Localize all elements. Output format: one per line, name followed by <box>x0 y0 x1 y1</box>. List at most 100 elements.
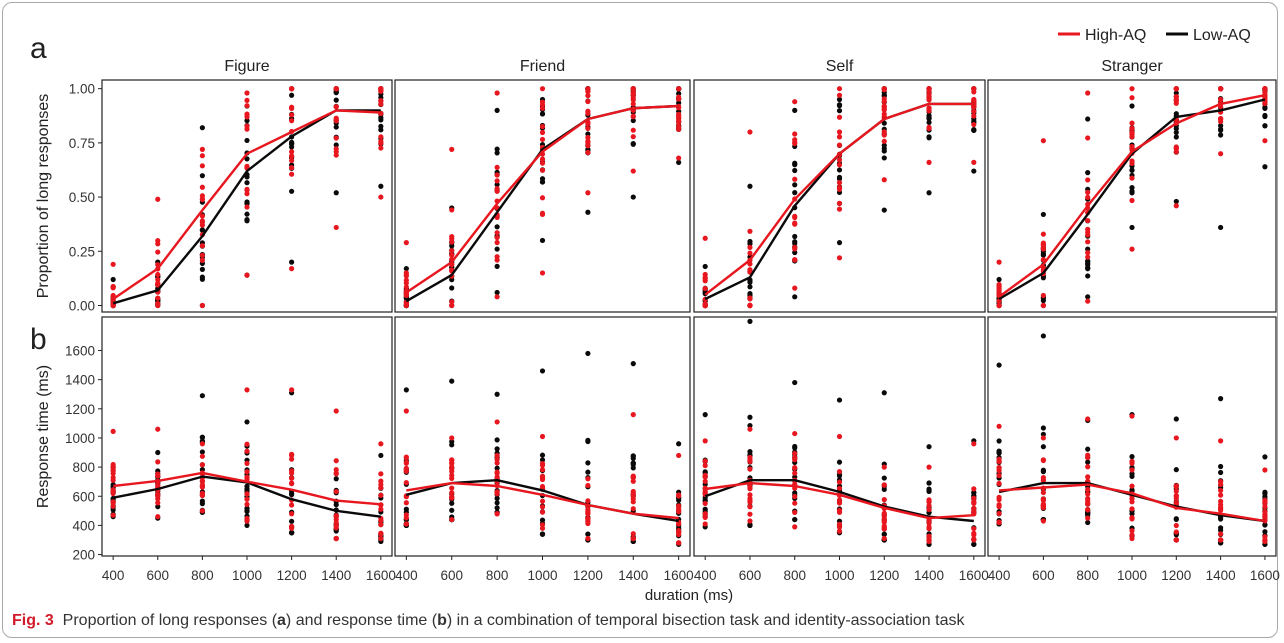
point-high <box>630 535 636 542</box>
point-high <box>585 476 591 482</box>
point-low <box>585 209 591 215</box>
point-low <box>881 148 887 154</box>
point-high <box>110 470 116 477</box>
point-high <box>996 259 1002 265</box>
point-high <box>289 153 295 159</box>
point-high <box>926 526 932 532</box>
x-tick-label: 1600 <box>366 568 396 583</box>
caption-fig-label: Fig. 3 <box>12 612 54 629</box>
x-tick-label: 400 <box>988 568 1011 583</box>
x-tick-label: 1600 <box>664 568 694 583</box>
point-high <box>494 164 500 170</box>
point-low <box>1040 252 1046 258</box>
point-low <box>333 476 339 482</box>
point-low <box>244 507 250 514</box>
point-high <box>1085 135 1091 141</box>
point-high <box>199 478 205 484</box>
point-high <box>494 456 500 463</box>
point-high <box>1129 528 1135 534</box>
point-high <box>792 246 798 252</box>
point-low <box>155 449 161 456</box>
point-low <box>747 183 753 189</box>
point-high <box>449 485 455 491</box>
point-low <box>1218 463 1224 470</box>
point-low <box>244 174 250 180</box>
point-high <box>747 267 753 273</box>
point-low <box>403 266 409 272</box>
point-low <box>996 362 1002 368</box>
panel-border <box>987 79 1277 313</box>
point-low <box>1218 527 1224 533</box>
point-high <box>1085 416 1091 422</box>
point-high <box>792 214 798 221</box>
point-high <box>971 500 977 507</box>
point-high <box>110 474 116 481</box>
point-high <box>1173 495 1179 502</box>
point-high <box>1218 479 1224 485</box>
point-low <box>971 541 977 547</box>
point-low <box>494 181 500 188</box>
point-high <box>449 248 455 254</box>
point-low <box>881 207 887 213</box>
point-high <box>1129 535 1135 542</box>
point-low <box>199 125 205 131</box>
x-tick-label: 1200 <box>1161 568 1191 583</box>
panel-title-stranger: Stranger <box>1101 58 1163 75</box>
point-low <box>792 239 798 245</box>
point-high <box>155 295 161 301</box>
point-high <box>996 423 1002 429</box>
point-high <box>1040 477 1046 484</box>
point-high <box>1218 438 1224 444</box>
point-high <box>881 86 887 92</box>
point-high <box>1040 435 1046 441</box>
point-low <box>630 453 636 459</box>
point-high <box>1040 457 1046 463</box>
point-low <box>494 107 500 113</box>
point-low <box>792 233 798 240</box>
point-low <box>289 492 295 498</box>
point-high <box>676 452 682 459</box>
point-high <box>926 124 932 131</box>
point-high <box>792 455 798 461</box>
point-high <box>449 252 455 258</box>
point-high <box>585 149 591 156</box>
point-high <box>403 512 409 518</box>
y-tick-label: 600 <box>72 489 95 504</box>
point-low <box>792 516 798 523</box>
point-low <box>881 390 887 396</box>
point-high <box>449 146 455 152</box>
point-high <box>996 284 1002 290</box>
point-high <box>747 492 753 498</box>
point-low <box>585 438 591 445</box>
point-high <box>630 101 636 107</box>
point-high <box>403 500 409 506</box>
point-high <box>747 518 753 524</box>
point-high <box>836 92 843 98</box>
point-high <box>494 511 500 517</box>
point-high <box>539 102 546 108</box>
point-high <box>244 441 250 447</box>
point-high <box>676 155 682 161</box>
point-high <box>836 521 843 527</box>
point-high <box>1218 151 1224 157</box>
point-high <box>1040 231 1046 237</box>
point-high <box>110 500 116 506</box>
point-low <box>747 318 753 324</box>
point-high <box>1085 464 1091 470</box>
point-high <box>199 146 205 152</box>
point-high <box>971 86 977 92</box>
point-high <box>199 243 205 249</box>
point-high <box>1040 241 1046 247</box>
point-high <box>449 464 455 470</box>
point-low <box>836 167 843 173</box>
point-low <box>1040 425 1046 431</box>
point-high <box>539 467 546 473</box>
point-high <box>1218 492 1224 498</box>
x-tick-label: 1400 <box>321 568 351 583</box>
point-low <box>836 240 843 246</box>
point-high <box>244 204 250 210</box>
point-low <box>971 127 977 133</box>
x-tick-label: 1000 <box>232 568 262 583</box>
point-low <box>1218 516 1224 522</box>
point-low <box>747 414 753 420</box>
